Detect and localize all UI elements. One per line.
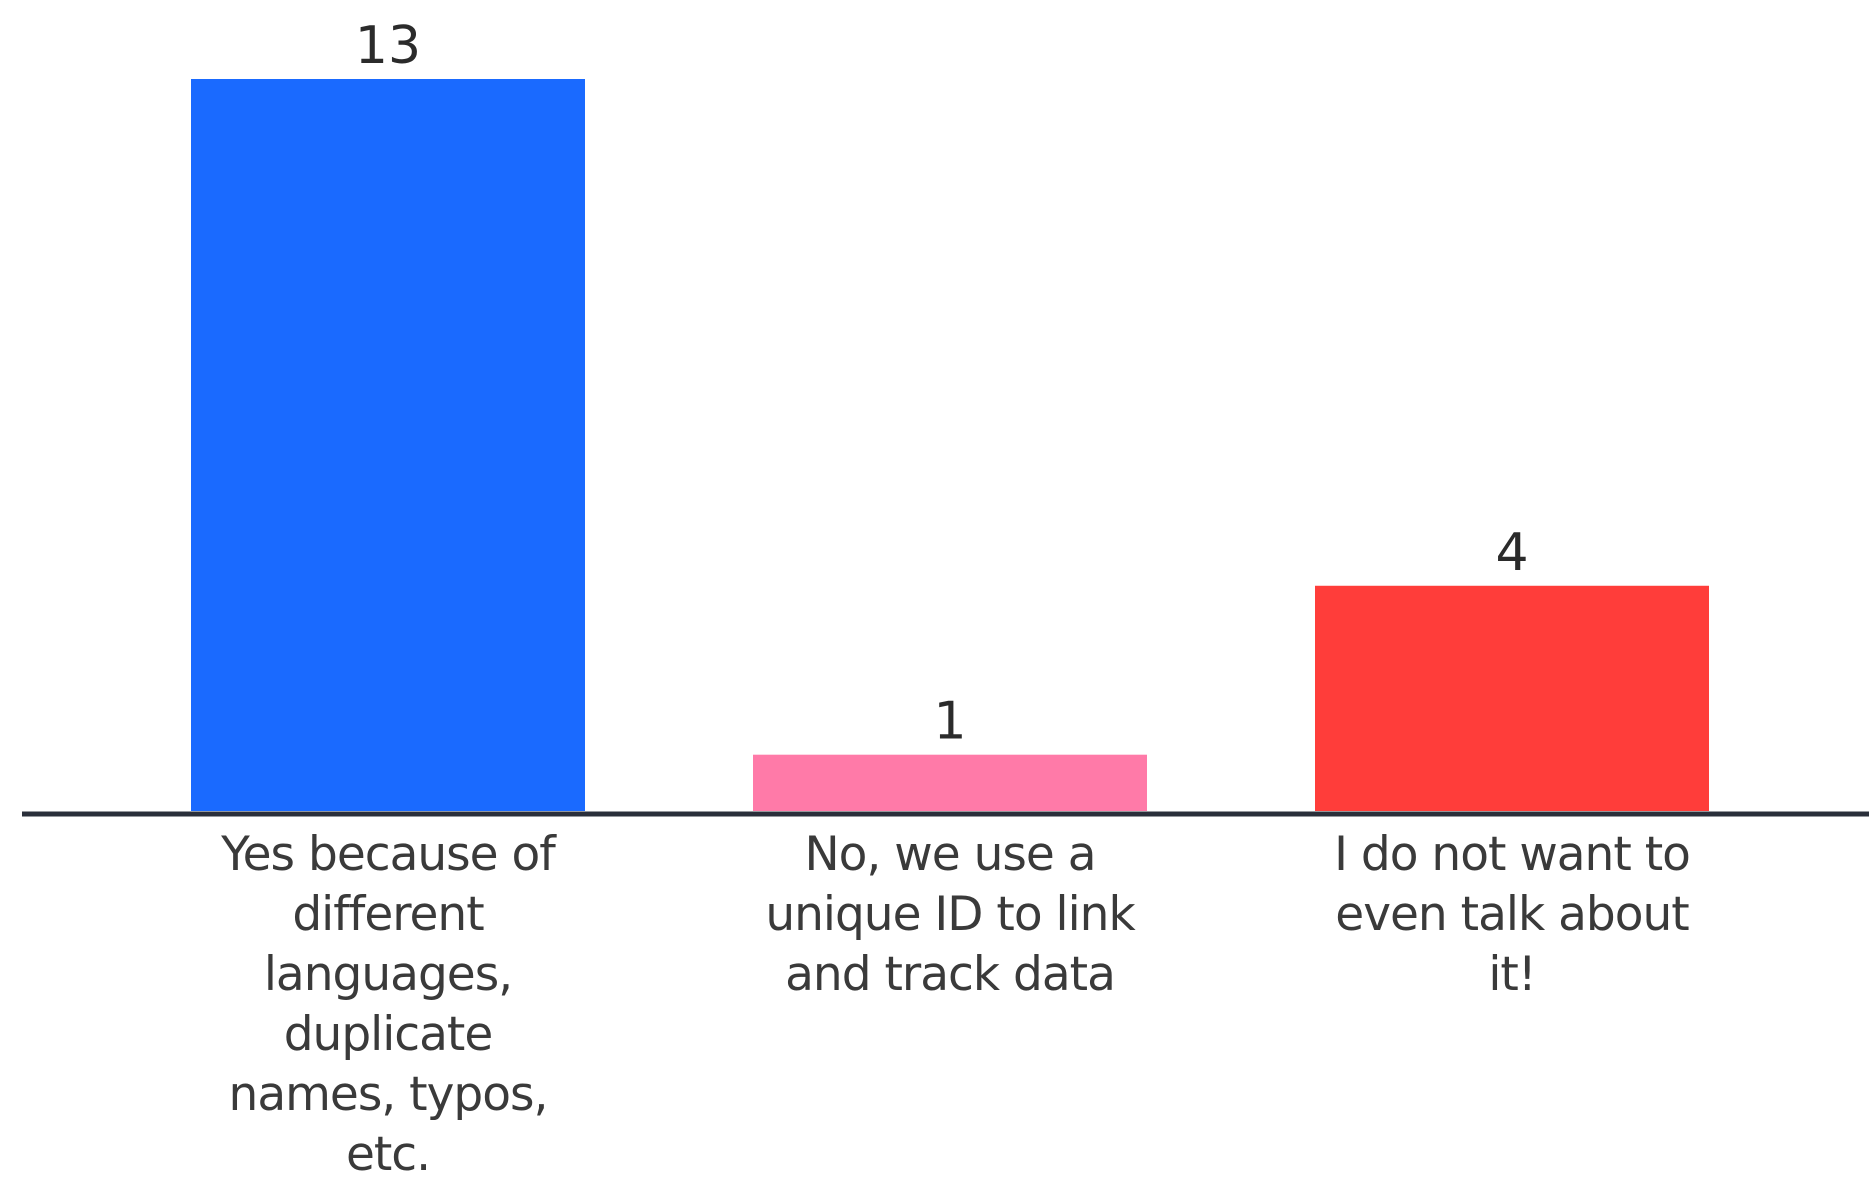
category-label-2: No, we use a unique ID to link and track d… [765,827,1136,1002]
data-label-3: 4 [1495,523,1528,583]
category-label-line: Yes because of [220,827,557,882]
category-label-line: different [292,887,484,942]
labels-layer: 13 Yes because of different languages, dupli… [220,16,1691,1177]
category-label-line: etc. [346,1127,430,1177]
data-label-2: 1 [933,692,966,752]
category-label-line: unique ID to link [765,887,1136,942]
category-label-line: duplicate [284,1007,493,1062]
category-label-line: it! [1488,947,1535,1002]
category-label-line: languages, [264,947,512,1002]
data-label-1: 13 [355,16,421,76]
category-label-line: even talk about [1335,887,1689,942]
category-label-line: names, typos, [229,1067,548,1122]
category-label-1: Yes because of different languages, duplica… [220,827,557,1177]
bar-2 [753,754,1147,811]
bars-layer [191,79,1709,811]
bar-3 [1315,585,1709,811]
category-label-line: No, we use a [804,827,1095,882]
category-label-3: I do not want to even talk about it! [1334,827,1690,1002]
bar-1 [191,79,585,811]
category-label-line: and track data [785,947,1115,1002]
category-label-line: I do not want to [1334,827,1690,882]
